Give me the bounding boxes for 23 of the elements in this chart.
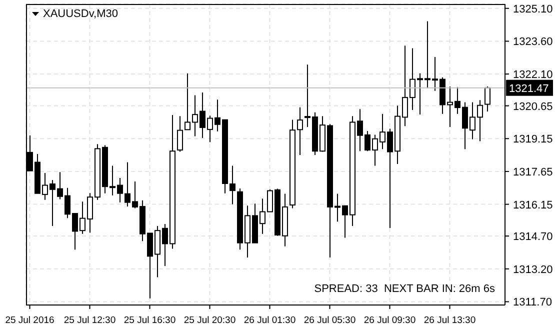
candlestick <box>484 86 490 112</box>
x-tick-label: 26 Jul 05:30 <box>304 315 356 326</box>
x-tick-label: 26 Jul 01:30 <box>244 315 296 326</box>
y-tick-label: 1325.10 <box>513 3 553 16</box>
y-tick-label: 1316.15 <box>513 199 553 212</box>
y-tick-label: 1314.70 <box>513 231 553 244</box>
x-tick-label: 26 Jul 13:30 <box>424 315 476 326</box>
candlestick <box>177 116 183 152</box>
chart-title: XAUUSDv,M30 <box>43 8 118 20</box>
y-tick-label: 1319.15 <box>513 134 553 146</box>
x-tick-label: 25 Jul 2016 <box>5 315 54 326</box>
ref-line-label: 1321.47 <box>509 82 549 95</box>
annotation: SPREAD: 33 NEXT BAR IN: 26m 6s <box>314 283 495 295</box>
x-tick-label: 26 Jul 09:30 <box>364 315 416 326</box>
y-tick-label: 1320.65 <box>513 100 553 113</box>
x-tick-label: 25 Jul 12:30 <box>64 315 116 326</box>
y-tick-label: 1323.60 <box>513 36 553 48</box>
x-tick-label: 25 Jul 20:30 <box>184 315 236 326</box>
y-tick-label: 1313.20 <box>513 264 553 276</box>
y-tick-label: 1322.10 <box>513 69 553 82</box>
y-tick-label: 1317.65 <box>513 166 553 178</box>
y-tick-label: 1311.70 <box>513 296 552 309</box>
x-tick-label: 25 Jul 16:30 <box>124 315 176 326</box>
